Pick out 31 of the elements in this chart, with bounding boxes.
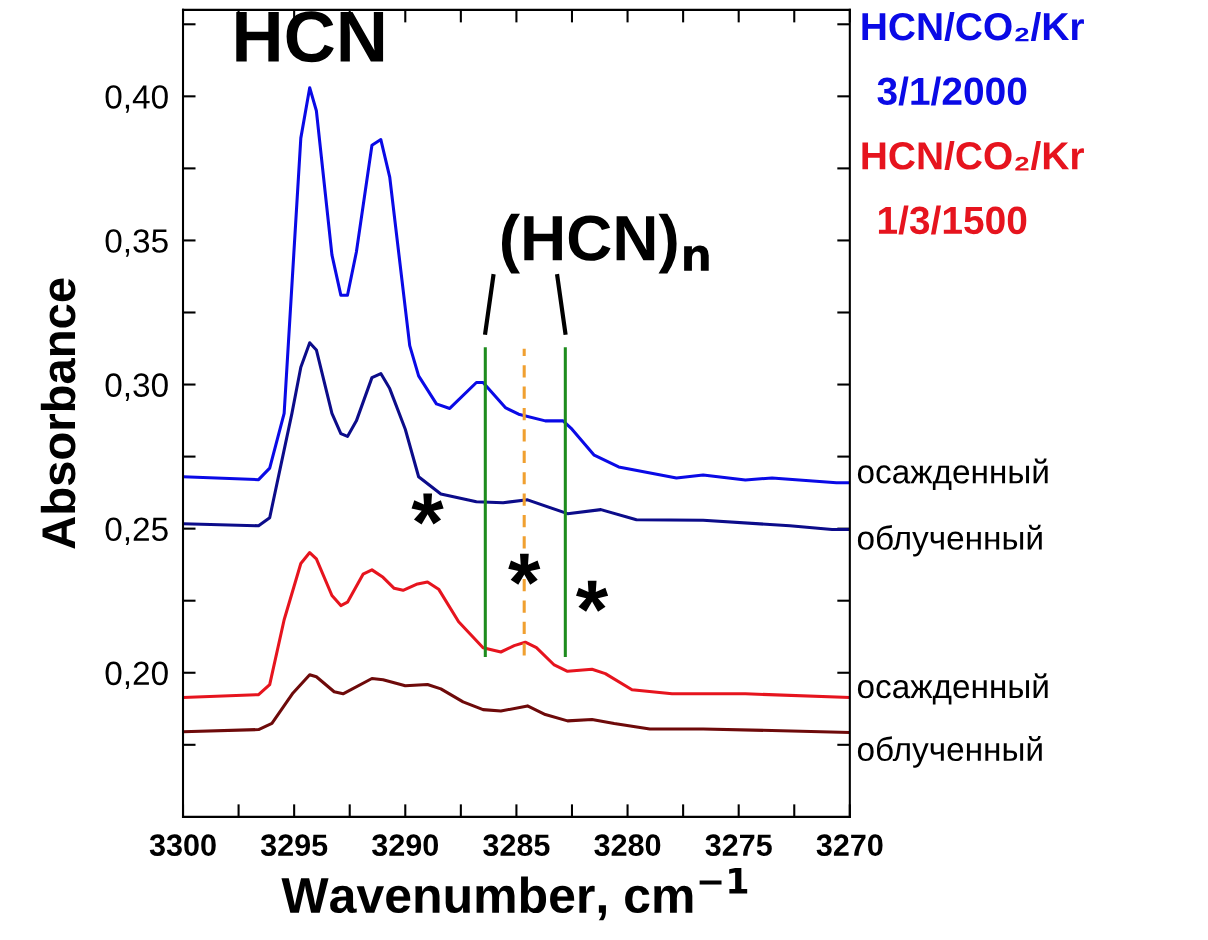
y-tick-label: 0,30 [105,373,168,401]
annotation: (HCN)$_{n}$ [501,213,709,274]
text: 3/1/2000 [877,76,1027,106]
series-label: осажденный [857,458,1048,490]
series-label: облученный [857,524,1042,557]
text: HCN/CO₂/Kr [862,11,1084,42]
x-tick-label: 3275 [705,834,772,857]
y-tick-label: 0,40 [105,85,168,113]
line-series [183,86,850,485]
x-tick-label: 3300 [149,834,216,857]
y-tick-label: 0,35 [105,229,168,257]
line-series [183,551,850,700]
y-tick-label: 0,20 [105,661,168,690]
line-series [183,341,850,532]
annotation: * [576,580,609,612]
x-tick-label: 3285 [483,834,550,857]
series-label: облученный [857,736,1042,768]
annotation: HCN [236,11,384,63]
annotation: * [508,553,541,585]
annotation: * [411,493,444,525]
line-series [183,673,850,734]
y-tick-label: 0,25 [105,517,168,545]
y-axis-title: Absorbance [40,278,76,549]
x-tick-label: 3295 [260,834,328,857]
text: HCN/CO₂/Kr [862,141,1084,171]
text: 1/3/1500 [878,205,1027,235]
x-tick-label: 3280 [594,834,661,857]
x-tick-label: 3270 [816,834,883,857]
x-tick-label: 3290 [372,834,439,857]
series-label: осажденный [857,673,1048,705]
x-axis-title: Wavenumber, cm$^{−1}$ [281,867,748,921]
